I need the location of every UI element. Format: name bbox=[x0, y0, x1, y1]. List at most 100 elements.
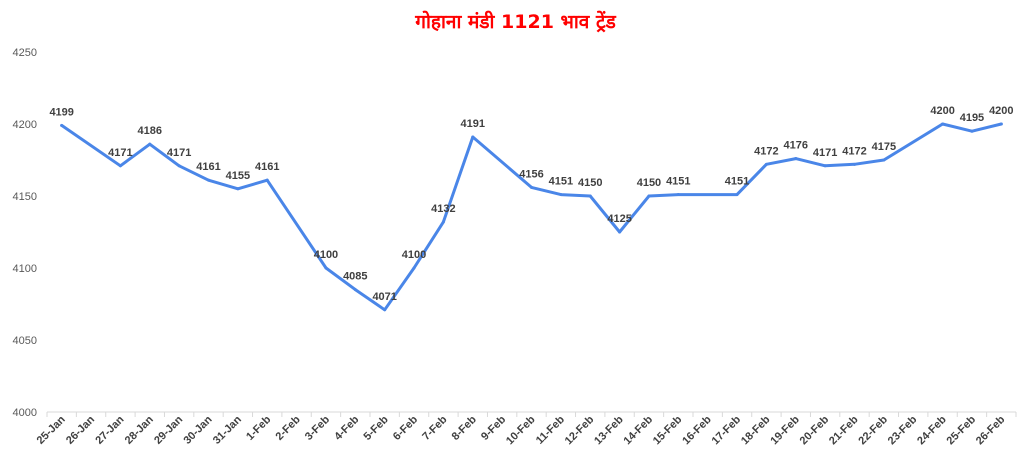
series-line bbox=[60, 122, 1003, 312]
data-point bbox=[882, 158, 886, 162]
data-point bbox=[412, 266, 416, 270]
data-label: 4171 bbox=[167, 147, 191, 159]
y-tick-label: 4250 bbox=[13, 47, 37, 59]
data-point bbox=[853, 162, 856, 166]
data-point bbox=[941, 122, 945, 126]
y-tick-label: 4150 bbox=[13, 191, 37, 203]
data-point bbox=[60, 123, 64, 127]
data-point bbox=[265, 178, 269, 182]
y-tick-label: 4050 bbox=[13, 335, 37, 347]
data-label: 4200 bbox=[930, 105, 954, 117]
data-point bbox=[618, 230, 622, 234]
data-label: 4161 bbox=[196, 161, 220, 173]
data-point bbox=[324, 266, 328, 270]
x-tick-label: 2-Feb bbox=[273, 413, 302, 442]
y-axis: 4000 4050 4100 4150 4200 4250 bbox=[13, 47, 37, 419]
data-label: 4151 bbox=[549, 176, 573, 188]
data-label: 4100 bbox=[402, 249, 426, 261]
data-label: 4161 bbox=[255, 161, 279, 173]
x-tick-label: 11-Feb bbox=[534, 413, 567, 446]
data-point bbox=[794, 157, 798, 161]
data-point bbox=[999, 122, 1003, 126]
data-label: 4151 bbox=[725, 176, 749, 188]
data-point bbox=[441, 220, 445, 224]
data-label: 4071 bbox=[372, 291, 396, 303]
x-tick-label: 17-Feb bbox=[710, 413, 744, 447]
x-tick-label: 6-Feb bbox=[391, 413, 420, 442]
x-tick-label: 27-Jan bbox=[93, 413, 126, 446]
x-tick-label: 7-Feb bbox=[420, 413, 449, 442]
data-label: 4191 bbox=[461, 118, 485, 130]
x-tick-label: 14-Feb bbox=[622, 413, 656, 447]
x-tick-label: 13-Feb bbox=[592, 413, 626, 447]
data-point bbox=[148, 142, 152, 146]
data-label: 4151 bbox=[666, 176, 690, 188]
data-point bbox=[177, 164, 181, 168]
data-label: 4171 bbox=[813, 147, 837, 159]
data-point bbox=[236, 187, 240, 191]
data-label: 4195 bbox=[960, 112, 984, 124]
data-label: 4100 bbox=[314, 249, 338, 261]
x-tick-label: 28-Jan bbox=[123, 413, 156, 446]
x-tick-label: 5-Feb bbox=[362, 413, 391, 442]
x-tick-label: 4-Feb bbox=[332, 413, 361, 442]
data-label: 4132 bbox=[431, 203, 455, 215]
chart-title: गोहाना मंडी 1121 भाव ट्रेंड bbox=[415, 11, 616, 33]
x-tick-label: 24-Feb bbox=[915, 413, 949, 447]
data-label: 4155 bbox=[226, 170, 250, 182]
data-label: 4200 bbox=[989, 105, 1013, 117]
data-label: 4150 bbox=[578, 177, 602, 189]
data-label: 4172 bbox=[754, 145, 778, 157]
data-point bbox=[118, 164, 122, 168]
x-tick-label: 30-Jan bbox=[181, 413, 214, 446]
x-tick-label: 10-Feb bbox=[504, 413, 538, 447]
data-label: 4186 bbox=[138, 125, 162, 137]
data-label: 4125 bbox=[607, 213, 631, 225]
x-tick-label: 22-Feb bbox=[856, 413, 890, 447]
x-axis: 25-Jan26-Jan27-Jan28-Jan29-Jan30-Jan31-J… bbox=[35, 411, 1017, 447]
x-tick-label: 21-Feb bbox=[827, 413, 861, 447]
data-label: 4175 bbox=[872, 141, 896, 153]
data-label: 4199 bbox=[49, 106, 73, 118]
data-point bbox=[735, 193, 739, 197]
data-point bbox=[970, 129, 974, 133]
x-tick-label: 20-Feb bbox=[798, 413, 832, 447]
data-point bbox=[676, 193, 680, 197]
data-label: 4085 bbox=[343, 271, 367, 283]
data-point bbox=[383, 308, 387, 312]
x-tick-label: 26-Feb bbox=[974, 413, 1008, 447]
x-tick-label: 8-Feb bbox=[450, 413, 479, 442]
x-tick-label: 12-Feb bbox=[563, 413, 597, 447]
data-point bbox=[559, 193, 563, 197]
y-tick-label: 4100 bbox=[13, 263, 37, 275]
x-tick-label: 15-Feb bbox=[651, 413, 685, 447]
x-tick-label: 3-Feb bbox=[303, 413, 332, 442]
x-tick-label: 26-Jan bbox=[64, 413, 97, 446]
data-point bbox=[530, 185, 533, 189]
x-tick-label: 31-Jan bbox=[211, 413, 244, 446]
x-tick-label: 23-Feb bbox=[886, 413, 920, 447]
data-label: 4172 bbox=[842, 145, 866, 157]
data-point bbox=[207, 178, 210, 182]
data-label: 4171 bbox=[108, 147, 132, 159]
x-tick-label: 19-Feb bbox=[768, 413, 802, 447]
x-tick-label: 16-Feb bbox=[680, 413, 714, 447]
x-tick-label: 25-Feb bbox=[945, 413, 979, 447]
data-label: 4156 bbox=[519, 168, 543, 180]
data-label: 4150 bbox=[637, 177, 661, 189]
y-tick-label: 4000 bbox=[13, 407, 37, 419]
x-tick-label: 29-Jan bbox=[152, 413, 185, 446]
data-label: 4176 bbox=[784, 140, 808, 152]
x-tick-label: 25-Jan bbox=[35, 413, 68, 446]
x-tick-label: 18-Feb bbox=[739, 413, 773, 447]
data-point bbox=[647, 194, 651, 198]
data-point bbox=[764, 162, 768, 166]
data-point bbox=[353, 288, 357, 292]
data-point bbox=[823, 164, 827, 168]
price-series bbox=[60, 122, 1003, 312]
y-tick-label: 4200 bbox=[13, 119, 37, 131]
data-point bbox=[471, 135, 475, 139]
data-labels: 4199 4171 4186 4171 4161 4155 4161 4100 4085 4071… bbox=[49, 105, 1013, 303]
x-tick-label: 1-Feb bbox=[244, 413, 273, 442]
